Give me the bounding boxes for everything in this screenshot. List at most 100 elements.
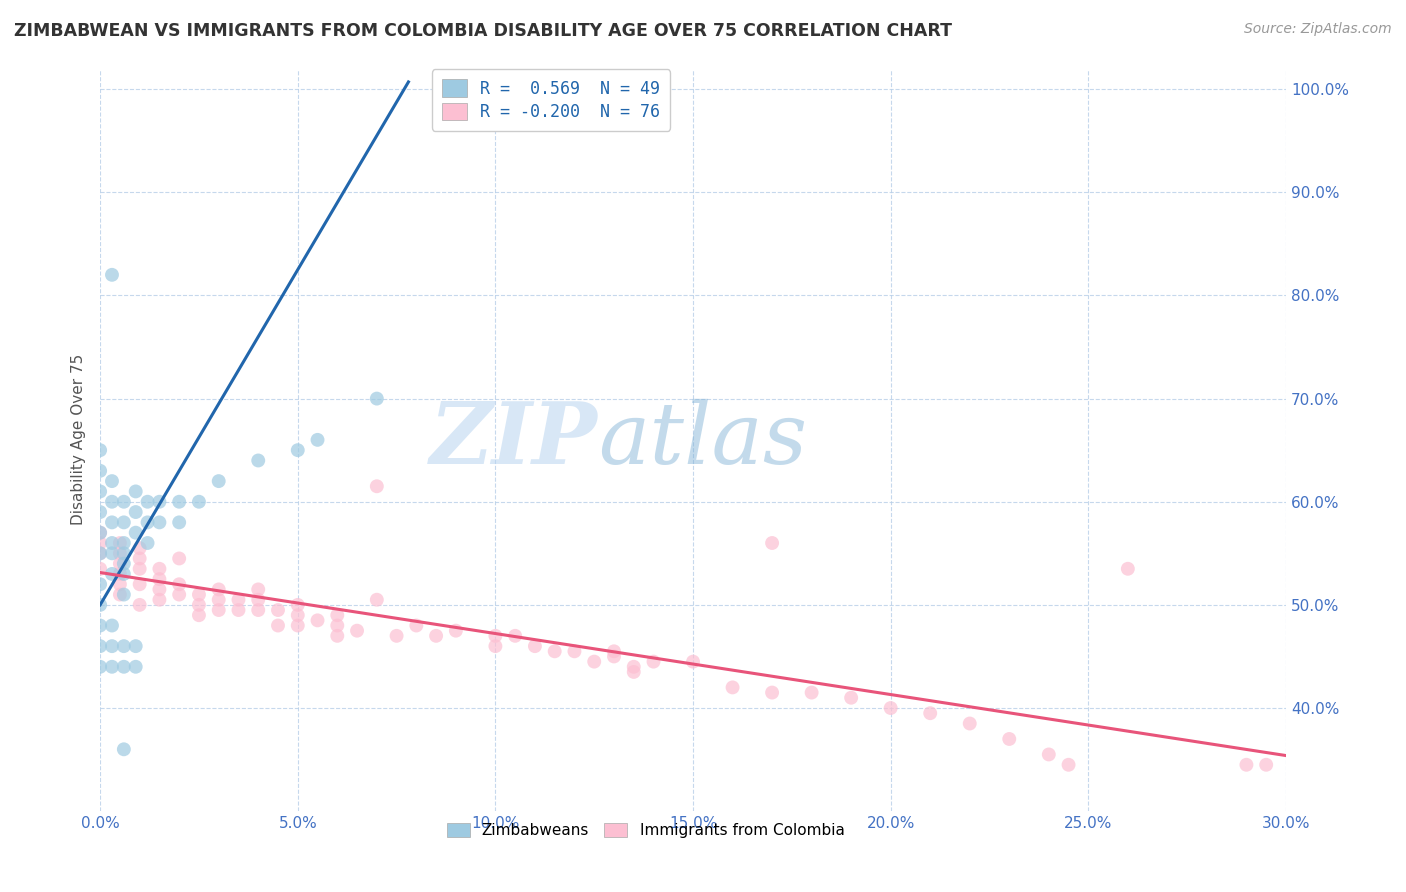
Point xyxy=(405,618,427,632)
Point xyxy=(1256,757,1278,772)
Point xyxy=(167,516,190,530)
Point xyxy=(136,494,159,508)
Legend: Zimbabweans, Immigrants from Colombia: Zimbabweans, Immigrants from Colombia xyxy=(440,817,851,845)
Point xyxy=(125,525,148,540)
Point xyxy=(208,474,231,488)
Point xyxy=(108,577,131,591)
Point xyxy=(247,453,270,467)
Point xyxy=(128,577,150,591)
Point xyxy=(920,706,942,721)
Point xyxy=(167,551,190,566)
Point xyxy=(208,603,231,617)
Point xyxy=(484,629,506,643)
Point xyxy=(128,541,150,556)
Point xyxy=(366,479,388,493)
Point xyxy=(761,536,783,550)
Point xyxy=(112,546,135,560)
Point xyxy=(623,660,645,674)
Point xyxy=(108,557,131,571)
Point xyxy=(89,536,111,550)
Point xyxy=(167,494,190,508)
Point xyxy=(228,592,250,607)
Point xyxy=(89,525,111,540)
Point xyxy=(643,655,665,669)
Point xyxy=(89,484,111,499)
Point xyxy=(101,660,124,674)
Point xyxy=(112,494,135,508)
Point xyxy=(1236,757,1258,772)
Point xyxy=(761,685,783,699)
Point xyxy=(247,592,270,607)
Point xyxy=(523,639,546,653)
Text: ZIP: ZIP xyxy=(430,398,598,482)
Point xyxy=(800,685,823,699)
Point xyxy=(101,566,124,581)
Point xyxy=(108,536,131,550)
Point xyxy=(148,494,170,508)
Point xyxy=(564,644,586,658)
Point xyxy=(721,681,744,695)
Point xyxy=(125,505,148,519)
Point xyxy=(89,546,111,560)
Point xyxy=(366,592,388,607)
Point xyxy=(208,582,231,597)
Point xyxy=(148,572,170,586)
Point xyxy=(1038,747,1060,762)
Point xyxy=(125,660,148,674)
Point xyxy=(89,546,111,560)
Point xyxy=(101,474,124,488)
Point xyxy=(247,603,270,617)
Point xyxy=(108,588,131,602)
Point xyxy=(287,618,309,632)
Point xyxy=(112,516,135,530)
Point xyxy=(839,690,862,705)
Point xyxy=(425,629,447,643)
Point xyxy=(247,582,270,597)
Point xyxy=(682,655,704,669)
Point xyxy=(101,268,124,282)
Point xyxy=(148,582,170,597)
Point xyxy=(385,629,408,643)
Y-axis label: Disability Age Over 75: Disability Age Over 75 xyxy=(72,354,86,525)
Point xyxy=(167,588,190,602)
Point xyxy=(101,546,124,560)
Point xyxy=(112,588,135,602)
Point xyxy=(89,639,111,653)
Point xyxy=(128,598,150,612)
Point xyxy=(307,613,329,627)
Point xyxy=(603,649,626,664)
Point xyxy=(879,701,901,715)
Point xyxy=(101,639,124,653)
Point xyxy=(1057,757,1080,772)
Point xyxy=(307,433,329,447)
Point xyxy=(125,639,148,653)
Point xyxy=(287,598,309,612)
Point xyxy=(187,588,209,602)
Point xyxy=(101,516,124,530)
Point xyxy=(136,516,159,530)
Text: ZIMBABWEAN VS IMMIGRANTS FROM COLOMBIA DISABILITY AGE OVER 75 CORRELATION CHART: ZIMBABWEAN VS IMMIGRANTS FROM COLOMBIA D… xyxy=(14,22,952,40)
Point xyxy=(89,618,111,632)
Point xyxy=(89,505,111,519)
Point xyxy=(112,660,135,674)
Point xyxy=(89,660,111,674)
Point xyxy=(128,551,150,566)
Point xyxy=(1116,562,1139,576)
Point xyxy=(148,516,170,530)
Point xyxy=(998,731,1021,746)
Point xyxy=(128,562,150,576)
Point xyxy=(366,392,388,406)
Point xyxy=(484,639,506,653)
Point xyxy=(187,608,209,623)
Point xyxy=(444,624,467,638)
Point xyxy=(89,525,111,540)
Point xyxy=(187,494,209,508)
Point xyxy=(287,443,309,458)
Point xyxy=(89,598,111,612)
Point xyxy=(136,536,159,550)
Point xyxy=(112,639,135,653)
Point xyxy=(112,742,135,756)
Point xyxy=(603,644,626,658)
Point xyxy=(623,665,645,679)
Point xyxy=(148,592,170,607)
